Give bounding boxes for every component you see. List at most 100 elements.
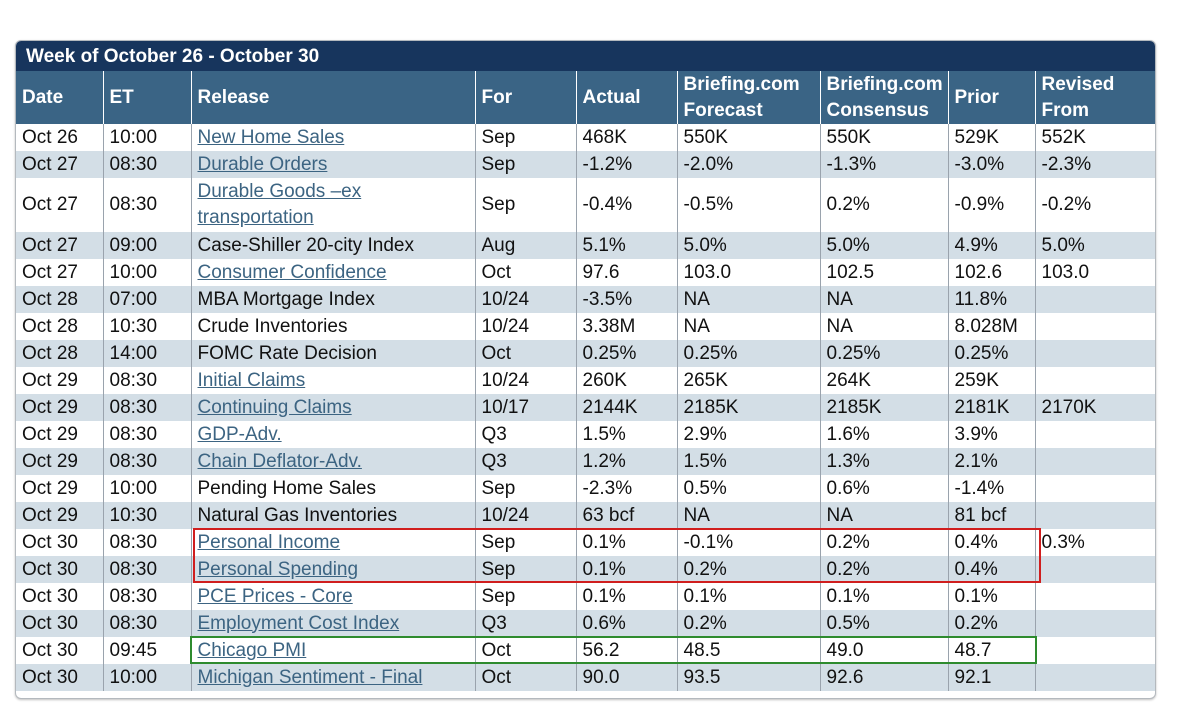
- cell-forecast: 1.5%: [676, 448, 820, 475]
- cell-actual: 97.6: [575, 259, 677, 286]
- cell-release: Personal Income: [190, 529, 475, 556]
- release-link[interactable]: Chain Deflator-Adv.: [197, 450, 362, 472]
- release-link[interactable]: Personal Spending: [197, 558, 359, 580]
- cell-et: 08:30: [102, 529, 191, 556]
- release-link[interactable]: Michigan Sentiment - Final: [197, 666, 423, 688]
- cell-revised: 103.0: [1034, 259, 1155, 286]
- table-row: Oct 28 14:00 FOMC Rate Decision Oct 0.25% 0.2…: [16, 340, 1155, 367]
- table-row: Oct 28 10:30 Crude Inventories 10/24 3.38M NA…: [16, 313, 1155, 340]
- cell-actual: 0.1%: [575, 556, 677, 583]
- cell-release: Consumer Confidence: [190, 259, 475, 286]
- cell-actual: 56.2: [575, 637, 677, 664]
- cell-consensus: 0.2%: [819, 178, 948, 232]
- header-prior[interactable]: Prior: [947, 71, 1035, 124]
- cell-consensus: 0.2%: [819, 556, 948, 583]
- cell-actual: 260K: [575, 367, 677, 394]
- cell-release: Chain Deflator-Adv.: [190, 448, 475, 475]
- cell-forecast: 103.0: [676, 259, 820, 286]
- cell-consensus: 550K: [819, 124, 948, 151]
- table-row: Oct 27 09:00 Case-Shiller 20-city Index Aug…: [16, 232, 1155, 259]
- cell-prior: 92.1: [947, 664, 1035, 691]
- cell-prior: 0.25%: [947, 340, 1035, 367]
- header-revised-line1: Revised: [1041, 73, 1115, 95]
- cell-release: PCE Prices - Core: [190, 583, 475, 610]
- cell-et: 08:30: [102, 556, 191, 583]
- cell-consensus: 92.6: [819, 664, 948, 691]
- cell-release: Pending Home Sales: [190, 475, 475, 502]
- cell-release: Chicago PMI: [190, 637, 475, 664]
- cell-et: 08:30: [102, 583, 191, 610]
- cell-date: Oct 28: [16, 313, 103, 340]
- header-date[interactable]: Date: [16, 71, 103, 124]
- cell-et: 08:30: [102, 151, 191, 178]
- cell-release: Initial Claims: [190, 367, 475, 394]
- cell-et: 10:30: [102, 313, 191, 340]
- header-release[interactable]: Release: [190, 71, 475, 124]
- release-link[interactable]: Personal Income: [197, 531, 341, 553]
- cell-consensus: NA: [819, 313, 948, 340]
- table-row: Oct 27 10:00 Consumer Confidence Oct 97.6 103…: [16, 259, 1155, 286]
- cell-date: Oct 29: [16, 367, 103, 394]
- cell-forecast: 550K: [676, 124, 820, 151]
- release-link[interactable]: Initial Claims: [197, 369, 306, 391]
- header-consensus-line2: Consensus: [826, 99, 929, 121]
- cell-forecast: -0.1%: [676, 529, 820, 556]
- cell-revised: [1034, 583, 1155, 610]
- cell-prior: 4.9%: [947, 232, 1035, 259]
- cell-release: Natural Gas Inventories: [190, 502, 475, 529]
- cell-revised: -2.3%: [1034, 151, 1155, 178]
- cell-revised: -0.2%: [1034, 178, 1155, 232]
- cell-revised: [1034, 313, 1155, 340]
- release-link[interactable]: PCE Prices - Core: [197, 585, 353, 607]
- release-name: FOMC Rate Decision: [197, 342, 378, 364]
- release-link[interactable]: Durable Orders: [197, 153, 328, 175]
- release-link[interactable]: Employment Cost Index: [197, 612, 400, 634]
- release-link[interactable]: Consumer Confidence: [197, 261, 387, 283]
- cell-actual: 0.1%: [575, 583, 677, 610]
- cell-date: Oct 29: [16, 448, 103, 475]
- cell-release: New Home Sales: [190, 124, 475, 151]
- table-row: Oct 28 07:00 MBA Mortgage Index 10/24 -3.5% N…: [16, 286, 1155, 313]
- cell-consensus: 0.6%: [819, 475, 948, 502]
- cell-forecast: 0.2%: [676, 610, 820, 637]
- release-link[interactable]: Chicago PMI: [197, 639, 307, 661]
- cell-actual: 1.5%: [575, 421, 677, 448]
- cell-prior: 102.6: [947, 259, 1035, 286]
- header-for[interactable]: For: [474, 71, 576, 124]
- cell-revised: [1034, 286, 1155, 313]
- cell-date: Oct 30: [16, 664, 103, 691]
- release-link[interactable]: Durable Goods –ex transportation: [197, 181, 362, 228]
- header-consensus-line1: Briefing.com: [826, 73, 943, 95]
- header-consensus[interactable]: Briefing.com Consensus: [819, 71, 948, 124]
- release-name: Case-Shiller 20-city Index: [197, 234, 414, 256]
- cell-et: 10:00: [102, 664, 191, 691]
- cell-actual: 5.1%: [575, 232, 677, 259]
- cell-release: Michigan Sentiment - Final: [190, 664, 475, 691]
- header-forecast-line2: Forecast: [683, 99, 763, 121]
- cell-et: 14:00: [102, 340, 191, 367]
- cell-prior: 2.1%: [947, 448, 1035, 475]
- economic-calendar-table: Date ET Release For Actual Briefing.com F…: [16, 71, 1155, 691]
- header-revised[interactable]: Revised From: [1034, 71, 1155, 124]
- header-et[interactable]: ET: [102, 71, 191, 124]
- cell-actual: 468K: [575, 124, 677, 151]
- cell-revised: [1034, 367, 1155, 394]
- cell-for: Sep: [474, 475, 576, 502]
- release-link[interactable]: New Home Sales: [197, 126, 345, 148]
- cell-prior: 3.9%: [947, 421, 1035, 448]
- header-row: Date ET Release For Actual Briefing.com F…: [16, 71, 1155, 124]
- release-link[interactable]: Continuing Claims: [197, 396, 352, 418]
- cell-prior: 48.7: [947, 637, 1035, 664]
- week-title: Week of October 26 - October 30: [16, 41, 1155, 71]
- cell-revised: [1034, 502, 1155, 529]
- cell-prior: 529K: [947, 124, 1035, 151]
- cell-forecast: 2185K: [676, 394, 820, 421]
- cell-prior: -3.0%: [947, 151, 1035, 178]
- cell-date: Oct 26: [16, 124, 103, 151]
- release-link[interactable]: GDP-Adv.: [197, 423, 282, 445]
- cell-for: Sep: [474, 178, 576, 232]
- table-row: Oct 29 08:30 Continuing Claims 10/17 2144K 21…: [16, 394, 1155, 421]
- header-actual[interactable]: Actual: [575, 71, 677, 124]
- cell-consensus: 0.1%: [819, 583, 948, 610]
- header-forecast[interactable]: Briefing.com Forecast: [676, 71, 820, 124]
